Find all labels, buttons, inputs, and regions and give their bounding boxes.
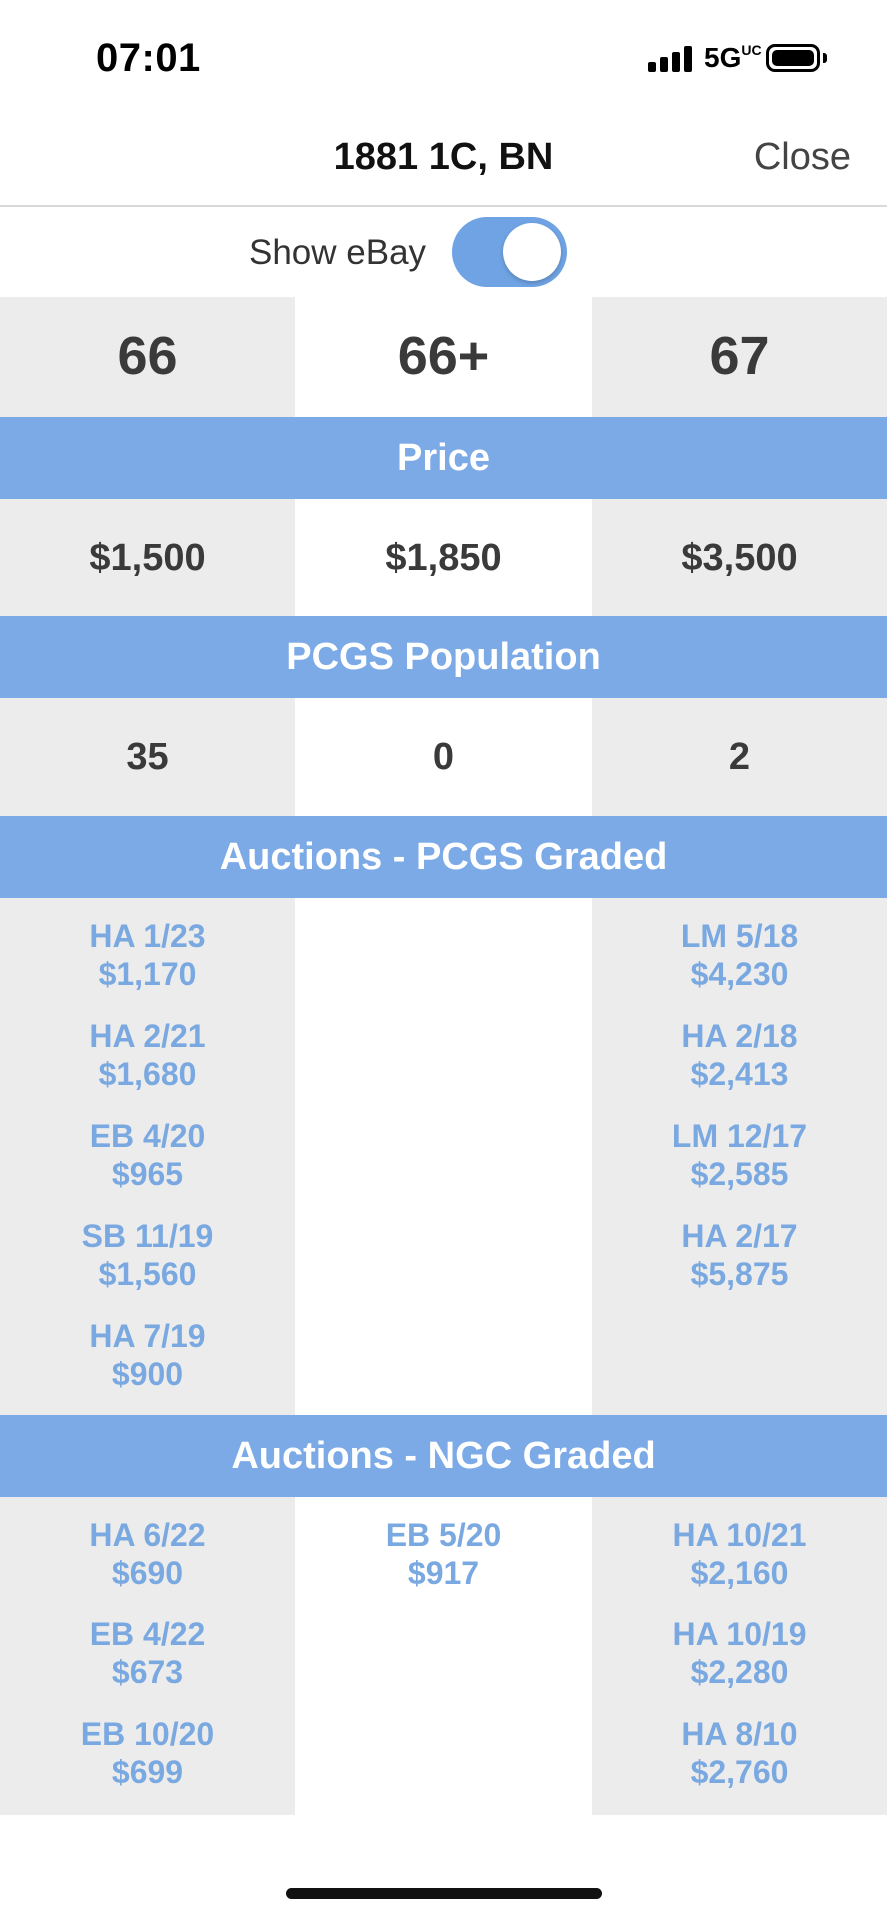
auction-price: $900 — [111, 1356, 184, 1392]
column-grade-3 — [592, 297, 887, 1815]
section-header-auctions-pcgs: Auctions - PCGS Graded — [0, 816, 887, 898]
auction-price: $1,170 — [98, 956, 197, 992]
auction-price: $5,875 — [690, 1256, 789, 1292]
auction-house-date: SB 11/19 — [81, 1218, 214, 1254]
section-header-price: Price — [0, 417, 887, 499]
price-value: $1,850 — [385, 537, 502, 579]
auction-entry[interactable]: LM 5/18 $4,230 — [592, 917, 887, 993]
auction-price: $2,413 — [690, 1056, 789, 1092]
auction-entry[interactable]: LM 12/17 $2,585 — [592, 1117, 887, 1193]
auction-price: $699 — [111, 1754, 184, 1790]
auction-house-date: EB 10/20 — [80, 1716, 215, 1752]
population-value: 2 — [728, 736, 751, 778]
auction-house-date: LM 5/18 — [680, 918, 799, 954]
show-ebay-label: Show eBay — [249, 233, 427, 272]
auction-price: $4,230 — [690, 956, 789, 992]
auction-entry[interactable]: HA 8/10 $2,760 — [592, 1715, 887, 1791]
auction-entry[interactable]: SB 11/19 $1,560 — [0, 1217, 295, 1293]
auction-entry[interactable]: HA 1/23 $1,170 — [0, 917, 295, 993]
auction-house-date: EB 5/20 — [385, 1517, 502, 1553]
grade-header: 66 — [117, 326, 178, 386]
network-sup-text: UC — [741, 41, 762, 58]
grade-header: 67 — [709, 326, 770, 386]
auction-price: $1,560 — [98, 1256, 197, 1292]
show-ebay-toggle[interactable] — [452, 217, 567, 287]
auction-price: $2,760 — [690, 1754, 789, 1790]
status-time: 07:01 — [96, 36, 201, 80]
auction-price: $917 — [407, 1555, 480, 1591]
nav-bar: 1881 1C, BN Close — [0, 110, 887, 207]
auction-entry[interactable]: HA 2/17 $5,875 — [592, 1217, 887, 1293]
auction-house-date: EB 4/22 — [89, 1616, 206, 1652]
section-header-population: PCGS Population — [0, 616, 887, 698]
auction-entry[interactable]: EB 5/20 $917 — [296, 1516, 591, 1592]
close-button[interactable]: Close — [753, 136, 851, 178]
status-bar: 07:01 5GUC — [0, 0, 887, 110]
column-grade-1 — [0, 297, 295, 1815]
auction-house-date: HA 1/23 — [89, 918, 206, 954]
auction-house-date: HA 2/18 — [681, 1018, 798, 1054]
auction-entry[interactable]: EB 4/20 $965 — [0, 1117, 295, 1193]
auction-entry[interactable]: HA 2/18 $2,413 — [592, 1017, 887, 1093]
auction-entry[interactable]: HA 6/22 $690 — [0, 1516, 295, 1592]
auction-price: $965 — [111, 1156, 184, 1192]
network-type-text: 5G — [704, 42, 742, 73]
auction-entry[interactable]: HA 2/21 $1,680 — [0, 1017, 295, 1093]
home-indicator[interactable] — [286, 1888, 602, 1899]
section-header-auctions-ngc: Auctions - NGC Graded — [0, 1415, 887, 1497]
battery-icon — [766, 44, 820, 72]
column-grade-2 — [295, 297, 592, 1815]
price-value: $3,500 — [681, 537, 798, 579]
population-value: 0 — [432, 736, 455, 778]
auction-price: $2,160 — [690, 1555, 789, 1591]
auction-entry[interactable]: HA 7/19 $900 — [0, 1317, 295, 1393]
toggle-knob — [503, 223, 561, 281]
auction-price: $690 — [111, 1555, 184, 1591]
auction-entry[interactable]: HA 10/21 $2,160 — [592, 1516, 887, 1592]
auction-house-date: HA 10/21 — [672, 1517, 807, 1553]
auction-price: $2,585 — [690, 1156, 789, 1192]
auction-house-date: HA 2/17 — [681, 1218, 798, 1254]
show-ebay-row: Show eBay — [0, 207, 887, 297]
battery-tip — [823, 53, 827, 63]
auction-price: $1,680 — [98, 1056, 197, 1092]
auction-house-date: HA 2/21 — [89, 1018, 206, 1054]
network-type-label: 5GUC — [704, 42, 762, 74]
auction-entry[interactable]: EB 10/20 $699 — [0, 1715, 295, 1791]
auction-price: $673 — [111, 1654, 184, 1690]
grade-header: 66+ — [397, 326, 490, 386]
auction-house-date: HA 10/19 — [672, 1616, 807, 1652]
auction-house-date: LM 12/17 — [671, 1118, 808, 1154]
auction-house-date: HA 8/10 — [681, 1716, 798, 1752]
population-value: 35 — [126, 736, 169, 778]
price-value: $1,500 — [89, 537, 206, 579]
page-title: 1881 1C, BN — [333, 136, 554, 178]
auction-entry[interactable]: EB 4/22 $673 — [0, 1615, 295, 1691]
auction-house-date: HA 7/19 — [89, 1318, 206, 1354]
auction-house-date: EB 4/20 — [89, 1118, 206, 1154]
auction-price: $2,280 — [690, 1654, 789, 1690]
cellular-signal-icon — [648, 46, 694, 72]
auction-entry[interactable]: HA 10/19 $2,280 — [592, 1615, 887, 1691]
auction-house-date: HA 6/22 — [89, 1517, 206, 1553]
grade-table: 66 66+ 67 Price $1,500 $1,850 $3,500 PCG… — [0, 297, 887, 1815]
